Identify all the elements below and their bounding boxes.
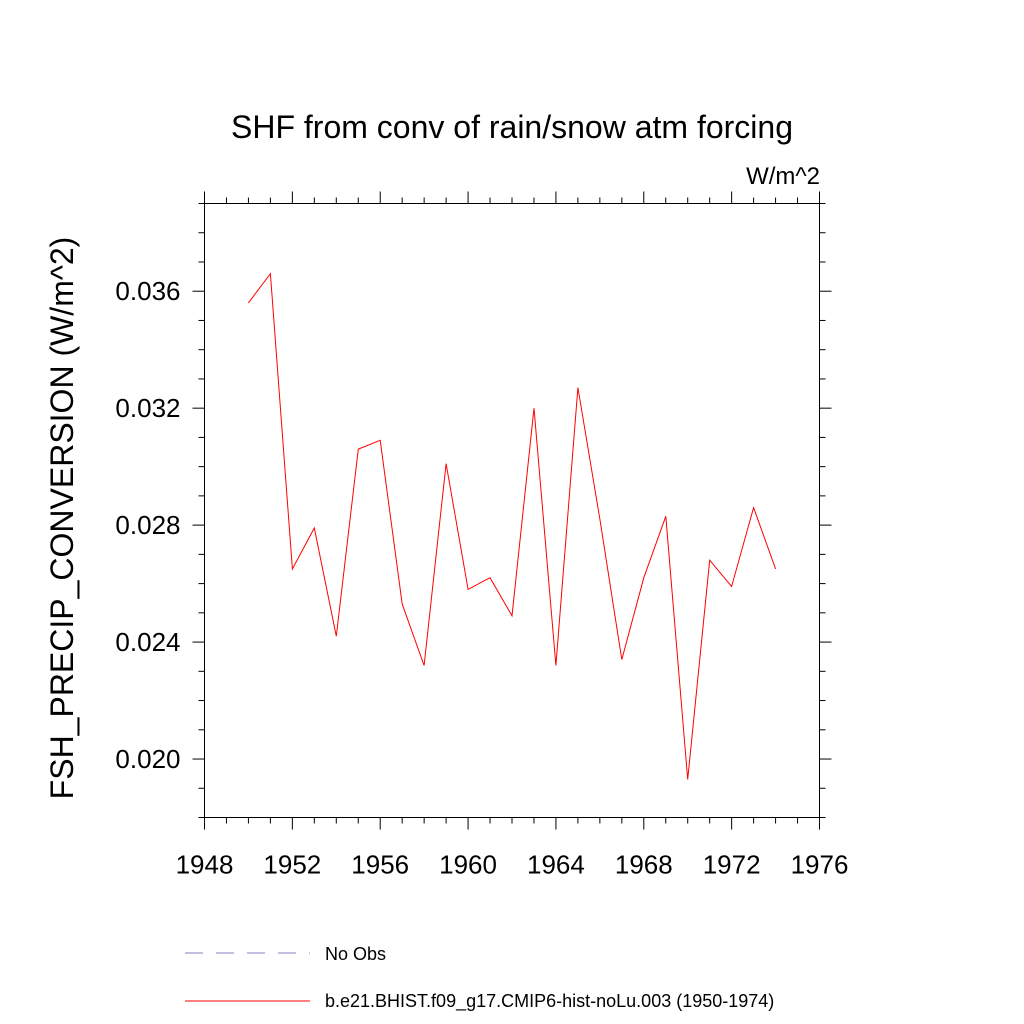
- x-tick-label: 1952: [263, 850, 321, 880]
- x-tick-label: 1960: [439, 850, 497, 880]
- x-tick-label: 1976: [791, 850, 849, 880]
- units-label: W/m^2: [746, 163, 820, 190]
- plot-frame: [204, 203, 820, 818]
- x-tick-label: 1964: [527, 850, 585, 880]
- axis-ticks: [192, 191, 832, 830]
- x-tick-label: 1956: [351, 850, 409, 880]
- x-tick-label: 1972: [703, 850, 761, 880]
- x-tick-label: 1948: [176, 850, 234, 880]
- x-tick-label: 1968: [615, 850, 673, 880]
- y-axis-label: FSH_PRECIP_CONVERSION (W/m^2): [44, 237, 80, 800]
- y-tick-label: 0.020: [115, 744, 180, 774]
- series-line: [248, 272, 777, 780]
- chart-title: SHF from conv of rain/snow atm forcing: [231, 109, 793, 145]
- axis-tick-labels: 1948 1952 1956 1960 1964 1968 1972 1976 0.020 0.0…: [115, 276, 848, 879]
- series-layer: [248, 272, 777, 780]
- legend-label-model: b.e21.BHIST.f09_g17.CMIP6-hist-noLu.003 …: [325, 991, 774, 1012]
- y-tick-label: 0.032: [115, 393, 180, 423]
- legend-label-no-obs: No Obs: [325, 944, 386, 964]
- legend: No Obs b.e21.BHIST.f09_g17.CMIP6-hist-no…: [185, 944, 774, 1012]
- y-tick-label: 0.028: [115, 510, 180, 540]
- y-tick-label: 0.036: [115, 276, 180, 306]
- y-tick-label: 0.024: [115, 627, 180, 657]
